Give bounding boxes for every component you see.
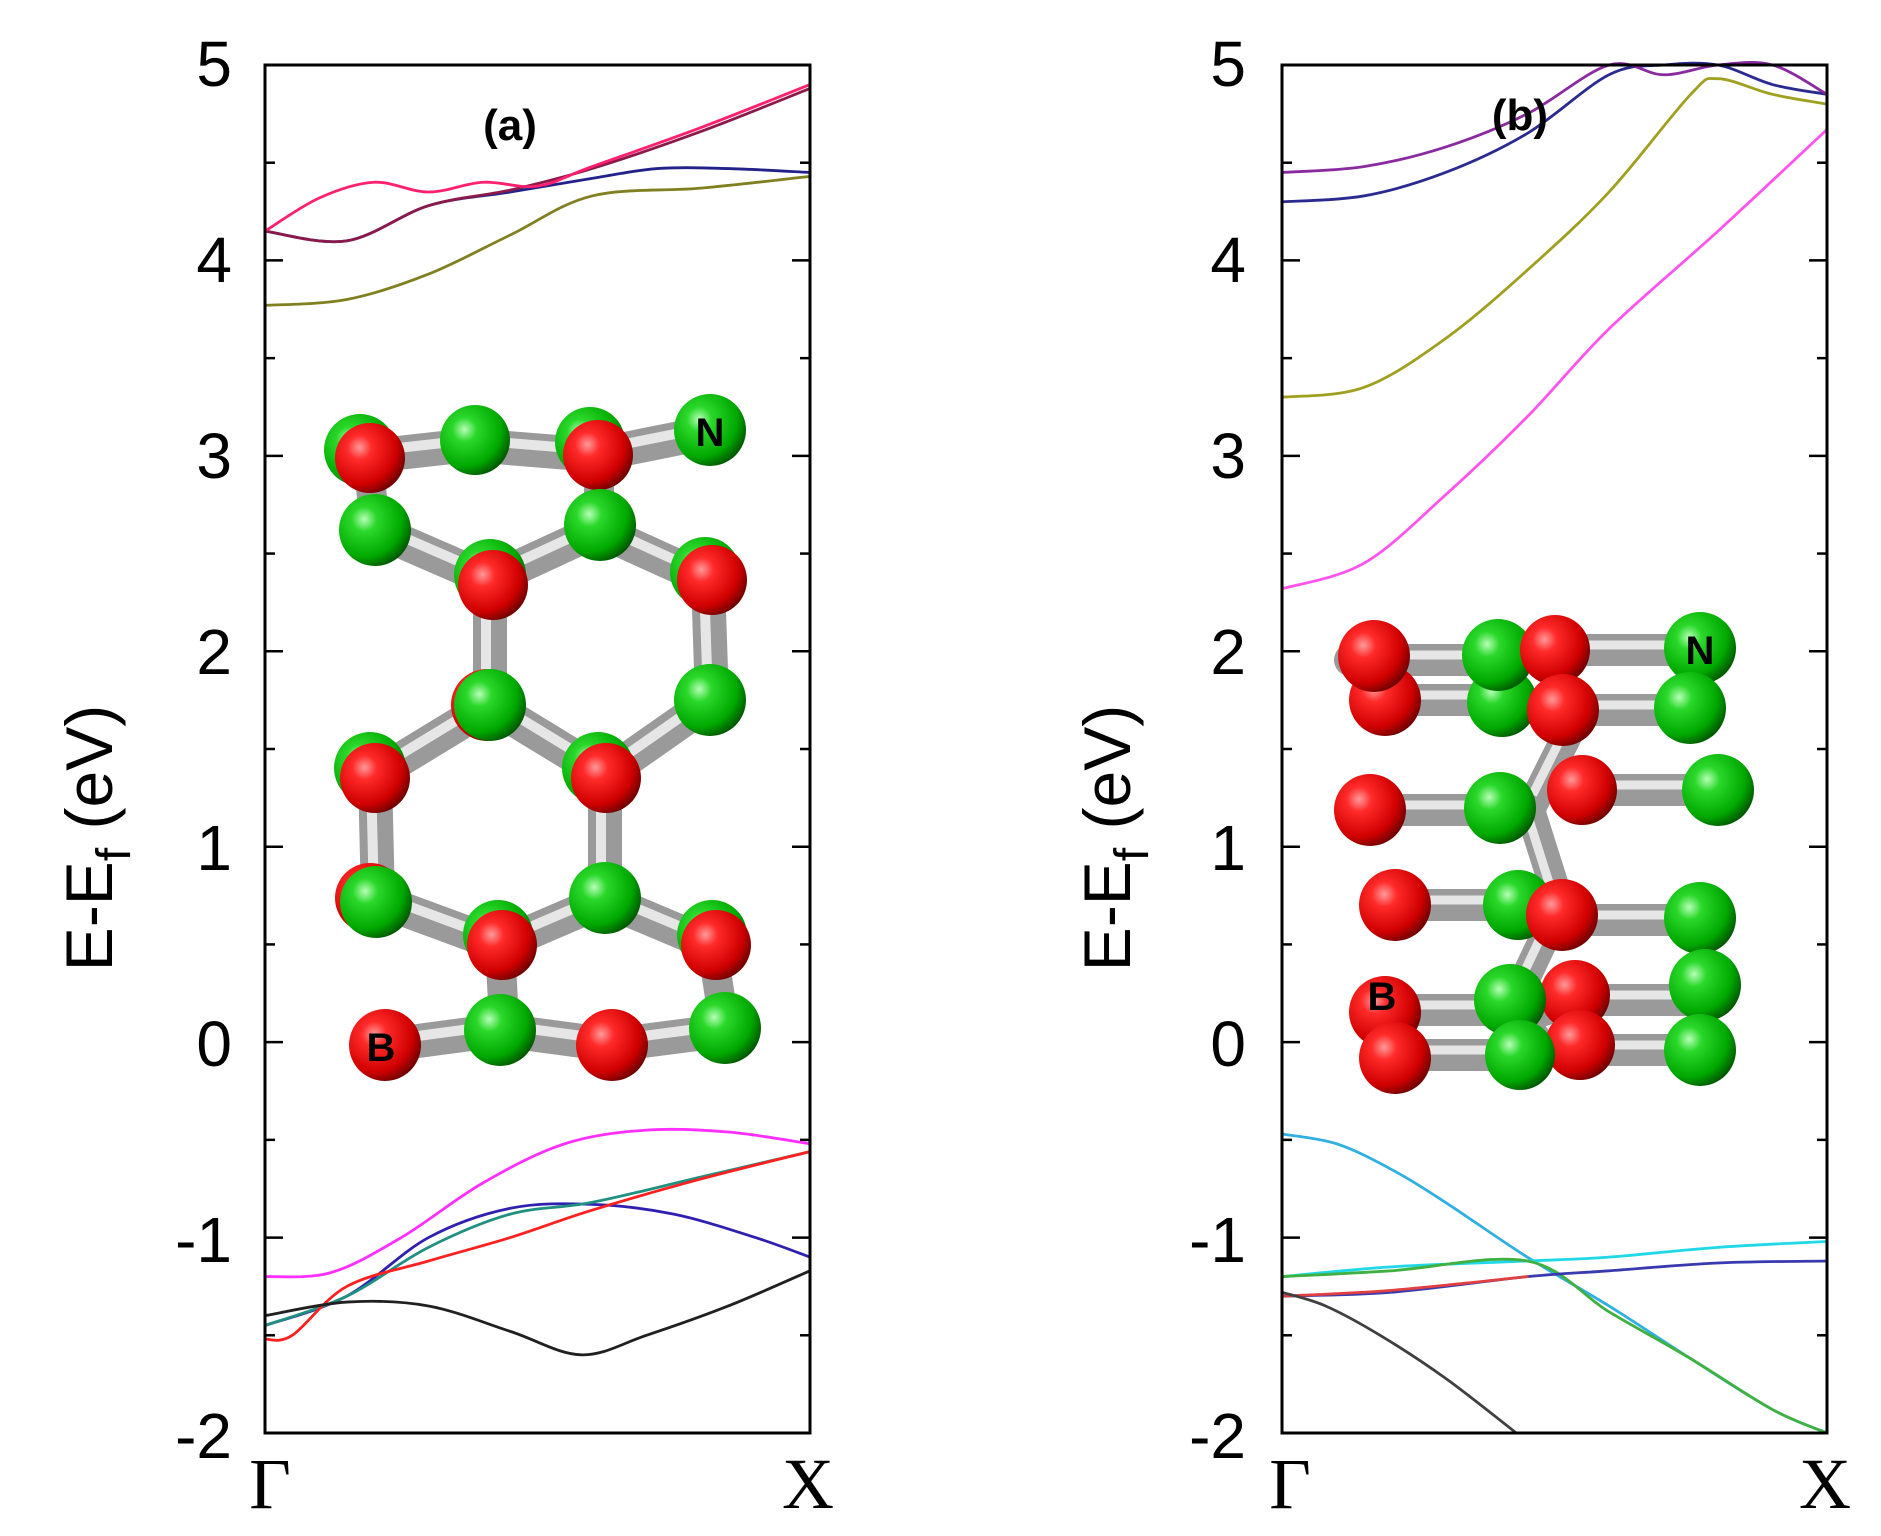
plot-frame-a <box>263 63 812 1435</box>
x-tick-label-gamma-b: Γ <box>1269 1444 1311 1524</box>
band-line-band-c1 <box>263 174 812 307</box>
band-line-band-v2 <box>1280 1240 1829 1279</box>
band-line-band-c4 <box>263 83 812 233</box>
panel-label-a: (a) <box>483 101 537 150</box>
band-line-band-v5 <box>1280 1275 1529 1298</box>
atom-label-n-b: N <box>1686 629 1715 673</box>
band-line-band-v4 <box>1280 1259 1829 1298</box>
band-line-band-c2 <box>1280 77 1829 399</box>
structure-inset-b: N B <box>1334 612 1754 1094</box>
band-line-band-v5 <box>263 1269 812 1357</box>
panel-a: E-Ef (eV) 5 4 3 2 1 0 -1 -2 Γ X (a) <box>52 28 834 1524</box>
y-tick-label: 1 <box>1210 812 1246 884</box>
y-tick-label: 1 <box>196 812 232 884</box>
y-axis-label-a: E-Ef (eV) <box>52 705 141 971</box>
band-lines-a <box>263 83 812 1357</box>
plot-frame-b <box>1280 63 1829 1435</box>
y-tick-label: 2 <box>196 616 232 688</box>
structure-inset-a: N B <box>324 394 761 1081</box>
band-line-band-c1 <box>1280 128 1829 591</box>
x-tick-label-x-b: X <box>1799 1444 1851 1524</box>
y-tick-label: 5 <box>1210 28 1246 100</box>
atom-label-n-a: N <box>696 411 725 455</box>
y-tick-labels-b: 5 4 3 2 1 0 -1 -2 <box>1189 28 1246 1472</box>
y-tick-label: 2 <box>1210 616 1246 688</box>
band-line-band-v1 <box>263 1127 812 1279</box>
y-tick-label: 3 <box>196 420 232 492</box>
band-line-band-c2 <box>263 166 812 244</box>
y-tick-label: 4 <box>196 224 232 296</box>
y-tick-label: 0 <box>1210 1008 1246 1080</box>
band-lines-b <box>1280 61 1829 1435</box>
x-tick-label-x-a: X <box>782 1444 834 1524</box>
y-tick-label: -1 <box>175 1204 232 1276</box>
band-line-band-v4 <box>263 1150 812 1342</box>
y-tick-label: 4 <box>1210 224 1246 296</box>
atom-label-b-a: B <box>367 1026 396 1070</box>
panel-b: E-Ef (eV) 5 4 3 2 1 0 -1 -2 Γ X (b) <box>1070 28 1851 1524</box>
y-tick-labels-a: 5 4 3 2 1 0 -1 -2 <box>175 28 232 1472</box>
y-tick-label: -1 <box>1189 1204 1246 1276</box>
panel-label-b: (b) <box>1492 91 1548 140</box>
y-tick-label: -2 <box>175 1400 232 1472</box>
band-line-band-c3 <box>1280 61 1829 204</box>
band-line-band-v3 <box>1280 1257 1829 1435</box>
band-line-band-c4 <box>1280 61 1829 174</box>
band-line-band-v6 <box>1280 1290 1518 1435</box>
atom-label-b-b: B <box>1368 975 1397 1019</box>
x-tick-label-gamma-a: Γ <box>249 1444 291 1524</box>
y-tick-label: 3 <box>1210 420 1246 492</box>
y-axis-label-b: E-Ef (eV) <box>1070 705 1159 971</box>
y-tick-label: -2 <box>1189 1400 1246 1472</box>
band-line-band-v3 <box>263 1150 812 1327</box>
band-line-band-c3 <box>263 87 812 244</box>
y-tick-label: 0 <box>196 1008 232 1080</box>
band-line-band-v1 <box>1280 1132 1829 1435</box>
y-tick-label: 5 <box>196 28 232 100</box>
